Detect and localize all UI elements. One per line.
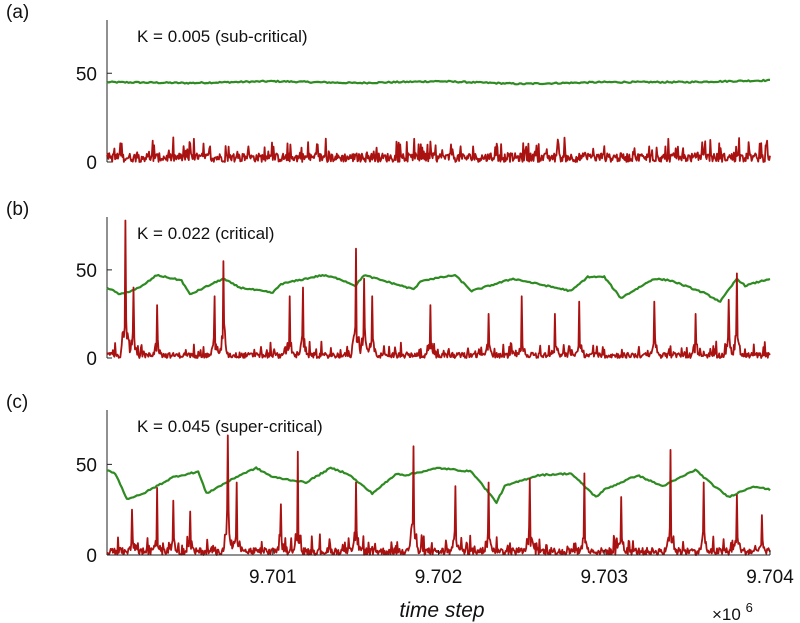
y-tick-label: 0 (86, 349, 97, 370)
panel-2: (b) 0 50 K = 0.022 (critical) (6, 199, 771, 370)
x-tick-label: 9.703 (580, 567, 628, 588)
panel-3: (c) 0 50 K = 0.045 (super-critical) 9.701 9.7… (6, 392, 794, 588)
y-tick-label: 50 (76, 455, 97, 476)
y-tick-label: 0 (86, 153, 97, 174)
y-tick-label: 50 (76, 64, 97, 85)
panel-annotation: K = 0.022 (critical) (137, 224, 274, 243)
panel-annotation: K = 0.005 (sub-critical) (137, 27, 308, 46)
series-line-red (106, 219, 771, 359)
panels: (a) 0 50 K = 0.005 (sub-critical) (b) 0 50 K = … (6, 2, 794, 588)
x-axis: time step ×10 6 (399, 599, 752, 623)
x-multiplier-base: ×10 (712, 605, 741, 623)
x-tick-label: 9.701 (249, 567, 297, 588)
x-tick-label: 9.702 (415, 567, 463, 588)
series-line-green (106, 273, 771, 303)
y-tick-label: 0 (86, 546, 97, 567)
x-multiplier-exponent: 6 (746, 600, 753, 615)
x-axis-label: time step (399, 599, 484, 622)
series-line-green (106, 78, 771, 86)
panel-label: (b) (6, 199, 29, 220)
series-line-red (106, 136, 771, 163)
x-tick-label: 9.704 (746, 567, 794, 588)
x-multiplier: ×10 6 (712, 600, 753, 623)
panel-1: (a) 0 50 K = 0.005 (sub-critical) (6, 2, 771, 174)
series-line-red (106, 434, 771, 556)
series-line-green (107, 466, 771, 504)
y-tick-label: 50 (76, 261, 97, 282)
panel-label: (c) (6, 392, 28, 413)
panel-label: (a) (6, 2, 29, 23)
panel-annotation: K = 0.045 (super-critical) (137, 417, 323, 436)
